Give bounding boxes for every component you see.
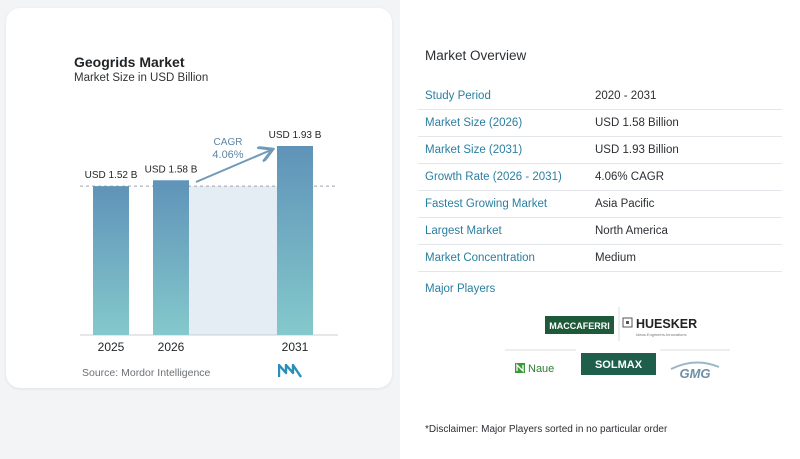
overview-row-fastest-growing: Fastest Growing Market Asia Pacific [418,192,782,218]
svg-text:Ideas.Engineers.Innovations: Ideas.Engineers.Innovations [636,332,686,337]
overview-value: North America [595,225,668,237]
overview-label: Largest Market [425,225,502,237]
data-label-2031: USD 1.93 B [269,130,322,141]
overview-title: Market Overview [425,48,527,63]
player-maccaferri: MACCAFERRI [549,321,610,331]
bar-chart: USD 1.52 B 2025 USD 1.58 B 2026 USD 1.93 B 20… [80,130,338,354]
player-naue: Naue [528,363,554,375]
overview-row-study-period: Study Period 2020 - 2031 [418,84,782,110]
overview-row-concentration: Market Concentration Medium [418,246,782,272]
huesker-logo: HUESKER Ideas.Engineers.Innovations [622,317,697,337]
overview-value: Asia Pacific [595,198,655,210]
overview-label: Study Period [425,90,491,102]
overview-row-market-size-2031: Market Size (2031) USD 1.93 Billion [418,138,782,164]
overview-row-market-size-2026: Market Size (2026) USD 1.58 Billion [418,111,782,137]
disclaimer-text: *Disclaimer: Major Players sorted in no … [425,424,668,435]
data-label-2026: USD 1.58 B [145,164,198,175]
data-label-2025: USD 1.52 B [85,170,138,181]
maccaferri-logo: MACCAFERRI [545,316,614,334]
player-solmax: SOLMAX [595,359,643,371]
overview-row-largest-market: Largest Market North America [418,219,782,245]
major-players-title: Major Players [425,283,496,295]
mordor-intelligence-logo-icon [278,364,302,378]
solmax-logo: SOLMAX [576,341,660,385]
cagr-arrow [195,150,271,183]
gmg-logo: GMG [670,361,720,381]
overview-value: 2020 - 2031 [595,90,657,102]
major-players-logos: MACCAFERRI HUESKER Ideas.Engineers.Innov… [505,307,730,385]
overview-label: Market Concentration [425,252,535,264]
overview-value: Medium [595,252,636,264]
overview-value: USD 1.58 Billion [595,117,679,129]
cagr-label: CAGR [214,137,243,148]
bar-2025 [93,186,129,335]
overview-row-growth-rate: Growth Rate (2026 - 2031) 4.06% CAGR [418,165,782,191]
tick-label-2026: 2026 [158,340,185,354]
chart-subtitle: Market Size in USD Billion [74,72,209,84]
naue-logo: Naue [515,363,554,375]
overview-label: Market Size (2031) [425,144,523,156]
tick-label-2031: 2031 [282,340,309,354]
overview-label: Market Size (2026) [425,117,523,129]
tick-label-2025: 2025 [98,340,125,354]
bar-2026 [153,180,189,335]
overview-value: USD 1.93 Billion [595,144,679,156]
chart-title: Geogrids Market [74,54,185,70]
overview-value: 4.06% CAGR [595,171,665,183]
overview-label: Fastest Growing Market [425,198,548,210]
bar-2031 [277,146,313,335]
source-text: Source: Mordor Intelligence [82,367,211,379]
overview-label: Growth Rate (2026 - 2031) [425,171,562,183]
growth-band [189,186,277,335]
player-huesker: HUESKER [636,317,697,331]
player-gmg: GMG [679,366,710,381]
cagr-value: 4.06% [212,149,243,161]
